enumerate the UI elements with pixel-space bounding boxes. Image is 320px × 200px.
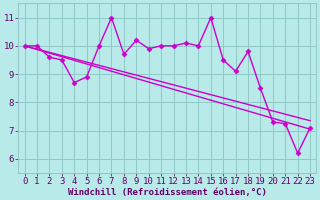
X-axis label: Windchill (Refroidissement éolien,°C): Windchill (Refroidissement éolien,°C)	[68, 188, 267, 197]
